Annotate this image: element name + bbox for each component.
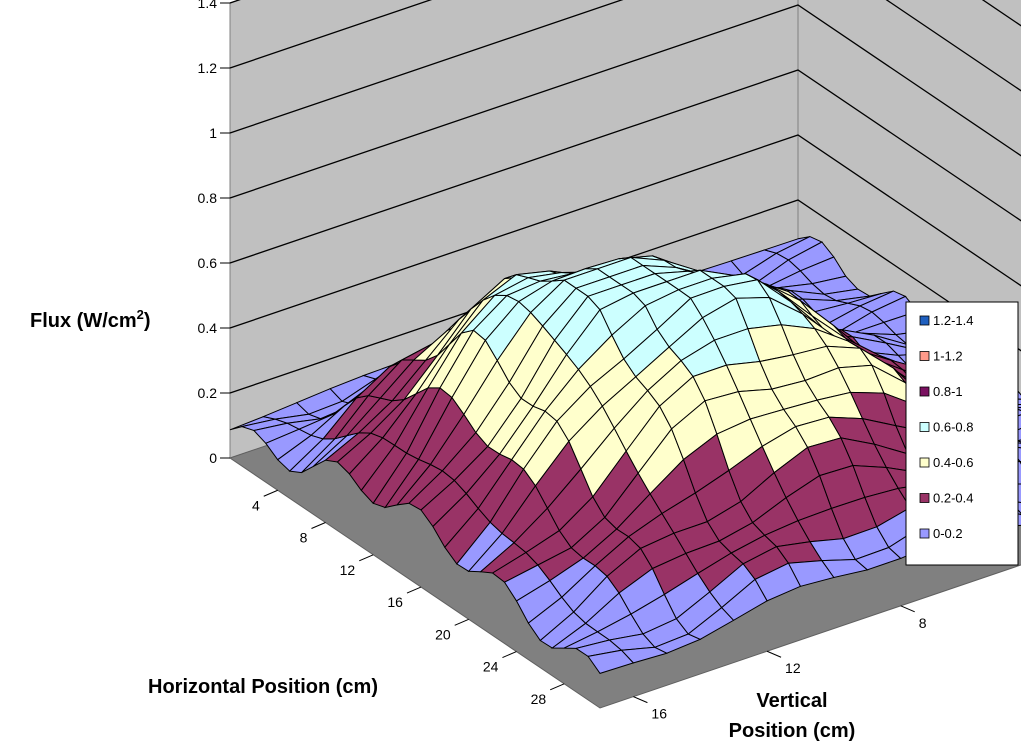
z-axis-title: Flux (W/cm2)	[30, 307, 151, 332]
legend-swatch	[919, 422, 930, 432]
gridline	[229, 199, 1021, 394]
legend-label: 0.4-0.6	[933, 455, 973, 470]
y-axis-title-line1: Vertical	[756, 690, 827, 712]
x-tick-label: 20	[435, 626, 451, 642]
legend-swatch	[919, 457, 930, 468]
y-tick-label: 8	[919, 615, 927, 631]
x-tick-label: 24	[483, 659, 499, 675]
y-tick-mark	[633, 696, 648, 704]
gridline	[229, 69, 1021, 264]
gridline	[229, 134, 1021, 329]
z-tick-label: 1.4	[198, 0, 218, 11]
legend-label: 0-0.2	[933, 526, 963, 541]
x-tick-label: 12	[340, 562, 356, 578]
flux-surface	[229, 236, 1021, 674]
z-tick-label: 0.6	[198, 255, 218, 271]
x-axis-title: Horizontal Position (cm)	[148, 676, 378, 698]
gridline	[229, 4, 1021, 199]
x-tick-mark	[406, 586, 422, 594]
gridline	[229, 0, 1021, 134]
legend-box	[905, 301, 1019, 566]
y-tick-mark	[766, 650, 782, 658]
x-tick-mark	[359, 554, 374, 562]
z-tick-label: 0.8	[198, 190, 218, 206]
x-tick-mark	[311, 522, 326, 529]
axis-ticks: 00.20.40.60.811.21.44812162024280481216	[198, 0, 927, 722]
legend: 1.2-1.4 1-1.2 0.8-1 0.6-0.8 0.4-0.6 0.2-0.4 0-…	[905, 301, 1019, 566]
x-tick-mark	[263, 489, 278, 497]
y-tick-label: 12	[785, 660, 801, 676]
legend-label: 0.2-0.4	[933, 491, 973, 506]
y-tick-mark	[900, 605, 915, 613]
x-tick-label: 16	[387, 594, 403, 610]
legend-label: 1-1.2	[933, 349, 963, 364]
x-tick-label: 4	[252, 497, 260, 513]
legend-swatch	[919, 351, 930, 361]
x-tick-label: 8	[300, 530, 308, 546]
x-tick-mark	[502, 651, 517, 659]
x-tick-label: 28	[531, 691, 547, 707]
y-tick-label: 16	[651, 706, 667, 722]
z-tick-label: 1	[209, 125, 217, 141]
z-tick-label: 0	[209, 450, 217, 466]
gridline	[229, 0, 1021, 69]
legend-swatch	[919, 528, 930, 539]
legend-swatch	[919, 386, 930, 397]
z-tick-label: 0.4	[198, 320, 218, 336]
z-tick-label: 1.2	[198, 60, 218, 76]
legend-label: 0.6-0.8	[933, 420, 973, 435]
legend-label: 1.2-1.4	[933, 313, 973, 328]
legend-label: 0.8-1	[933, 384, 963, 399]
x-tick-mark	[454, 618, 469, 626]
y-axis-title-line2: Position (cm)	[729, 720, 856, 742]
legend-swatch	[919, 493, 930, 503]
z-tick-label: 0.2	[198, 385, 218, 401]
legend-swatch	[919, 315, 930, 326]
x-tick-mark	[549, 683, 565, 691]
surface-patch	[1015, 439, 1021, 443]
